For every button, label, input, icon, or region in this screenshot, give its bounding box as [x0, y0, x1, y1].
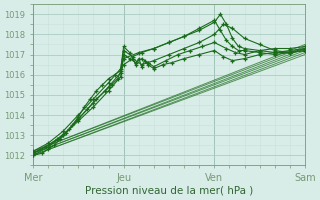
X-axis label: Pression niveau de la mer( hPa ): Pression niveau de la mer( hPa ): [85, 186, 253, 196]
